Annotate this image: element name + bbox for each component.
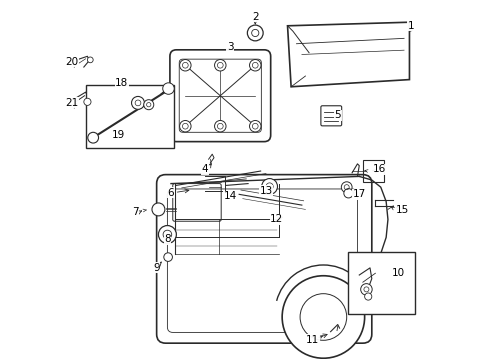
Circle shape	[261, 179, 277, 194]
Text: 5: 5	[334, 111, 340, 121]
Text: 8: 8	[164, 234, 170, 244]
Circle shape	[152, 203, 164, 216]
Text: 9: 9	[153, 263, 160, 273]
Circle shape	[88, 132, 99, 143]
Text: 3: 3	[226, 42, 233, 52]
Text: 16: 16	[371, 164, 385, 174]
Text: 19: 19	[111, 130, 124, 140]
Circle shape	[282, 276, 364, 358]
Text: 4: 4	[202, 164, 208, 174]
Circle shape	[143, 100, 153, 110]
Circle shape	[179, 59, 191, 71]
Circle shape	[343, 189, 352, 198]
Bar	[86, 85, 174, 148]
Circle shape	[179, 121, 191, 132]
Text: 20: 20	[65, 57, 78, 67]
FancyBboxPatch shape	[156, 175, 371, 343]
Circle shape	[131, 96, 144, 109]
Circle shape	[247, 25, 263, 41]
Circle shape	[163, 253, 172, 261]
Circle shape	[163, 83, 174, 94]
Circle shape	[87, 57, 93, 63]
Circle shape	[214, 121, 225, 132]
Text: 18: 18	[115, 78, 128, 88]
FancyBboxPatch shape	[320, 106, 341, 126]
FancyBboxPatch shape	[169, 50, 270, 141]
Circle shape	[249, 121, 261, 132]
Text: 14: 14	[223, 191, 236, 201]
Circle shape	[360, 284, 371, 295]
Text: 10: 10	[391, 268, 405, 278]
Text: 17: 17	[352, 189, 365, 199]
Circle shape	[158, 226, 176, 243]
Bar	[362, 160, 384, 182]
Text: 1: 1	[407, 21, 414, 31]
Circle shape	[364, 293, 371, 300]
Text: 2: 2	[251, 12, 258, 22]
Text: 13: 13	[259, 186, 272, 196]
Text: 21: 21	[65, 98, 78, 108]
Text: 11: 11	[305, 334, 319, 345]
Circle shape	[214, 59, 225, 71]
Text: 7: 7	[132, 207, 138, 217]
Text: 15: 15	[395, 206, 408, 216]
Text: 12: 12	[269, 215, 283, 224]
Circle shape	[341, 182, 351, 193]
Bar	[348, 252, 414, 315]
Circle shape	[83, 98, 91, 105]
Text: 6: 6	[167, 188, 174, 198]
Circle shape	[249, 59, 261, 71]
Polygon shape	[287, 22, 408, 87]
